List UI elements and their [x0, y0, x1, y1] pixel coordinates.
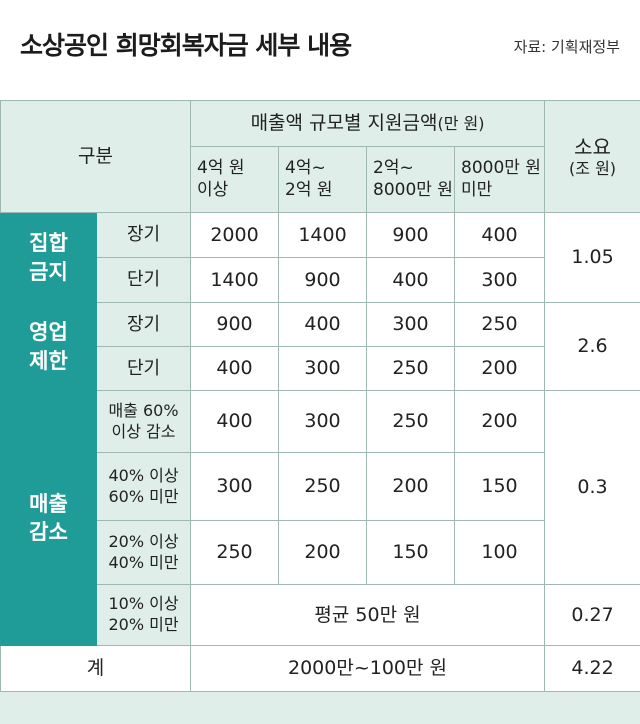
value-cell: 1400	[190, 257, 279, 303]
value-cell: 2000	[190, 212, 279, 258]
requirement-cell: 1.05	[544, 212, 640, 303]
column-header-line1: 4억 원	[197, 158, 245, 179]
value-cell: 1400	[278, 212, 367, 258]
table-container: 구분 매출액 규모별 지원금액(만 원) 소요 (조 원) 4억 원 이상 4억…	[0, 100, 640, 724]
group-header: 매출액 규모별 지원금액(만 원)	[189, 100, 546, 147]
table-row: 매출 감소 매출 60% 이상 감소 400 300 250 200 0.3	[0, 390, 640, 646]
funding-table: 구분 매출액 규모별 지원금액(만 원) 소요 (조 원) 4억 원 이상 4억…	[0, 100, 640, 692]
requirement-header-unit: (조 원)	[569, 158, 617, 178]
value-cell: 300	[453, 257, 546, 303]
total-requirement: 4.22	[544, 645, 640, 692]
subcategory-label: 단기	[96, 257, 191, 303]
subcategory-label: 단기	[96, 346, 191, 391]
category-label-line1: 집합	[29, 231, 68, 256]
requirement-cell: 0.3	[544, 390, 640, 585]
column-header: 4억~ 2억 원	[278, 146, 367, 213]
value-cell: 250	[366, 390, 455, 453]
subcategory-label-line2: 20% 미만	[108, 615, 179, 634]
value-cell: 300	[190, 452, 279, 521]
value-cell: 900	[190, 302, 279, 347]
value-cell: 400	[190, 390, 279, 453]
value-cell: 200	[278, 520, 367, 585]
table-row: 영업 제한 장기 900 400 300 250 2.6	[0, 302, 640, 391]
category-label-line2: 감소	[29, 520, 68, 544]
requirement-cell: 2.6	[544, 302, 640, 391]
value-cell: 150	[453, 452, 546, 521]
value-cell: 400	[366, 257, 455, 303]
column-header-line1: 8000만 원	[461, 158, 541, 179]
value-cell: 900	[366, 212, 455, 258]
subcategory-label: 10% 이상 20% 미만	[96, 584, 191, 646]
subcategory-label-line1: 10% 이상	[108, 594, 179, 614]
column-header-line1: 2억~	[373, 158, 414, 179]
value-cell: 250	[190, 520, 279, 585]
subcategory-label-line2: 40% 미만	[108, 552, 179, 572]
category-label: 영업 제한	[0, 302, 97, 391]
table-row: 집합 금지 장기 2000 1400 900 400 1.05	[0, 212, 640, 303]
average-cell: 평균 50만 원	[189, 584, 546, 646]
value-cell: 250	[278, 452, 367, 521]
header: 소상공인 희망회복자금 세부 내용 자료: 기획재정부	[0, 0, 640, 100]
value-cell: 300	[278, 346, 367, 391]
value-cell: 300	[278, 390, 367, 453]
value-cell: 400	[278, 302, 367, 347]
column-header-line2: 2억 원	[285, 179, 333, 200]
table-row: 단기 1400 900 400 300	[1, 257, 640, 303]
column-header: 4억 원 이상	[190, 146, 279, 213]
subcategory-label-line1: 40% 이상	[108, 465, 179, 485]
value-cell: 300	[366, 302, 455, 347]
source-note: 자료: 기획재정부	[513, 38, 620, 56]
group-header-main: 매출액 규모별 지원금액	[250, 112, 438, 135]
category-label: 매출 감소	[0, 390, 97, 646]
category-label-line2: 제한	[29, 348, 68, 373]
requirement-header: 소요 (조 원)	[544, 100, 640, 213]
value-cell: 250	[453, 302, 546, 347]
value-cell: 200	[453, 346, 546, 391]
page-title: 소상공인 희망회복자금 세부 내용	[20, 31, 352, 60]
value-cell: 900	[278, 257, 367, 303]
subcategory-label: 매출 60% 이상 감소	[96, 390, 191, 453]
subcategory-label: 장기	[96, 212, 191, 258]
column-header-line2: 8000만 원	[373, 179, 453, 200]
table-row: 40% 이상 60% 미만 300 250 200 150	[1, 452, 640, 521]
column-header: 2억~ 8000만 원	[366, 146, 455, 213]
value-cell: 200	[453, 390, 546, 453]
value-cell: 150	[366, 520, 455, 585]
subcategory-label: 40% 이상 60% 미만	[96, 452, 191, 521]
group-header-unit: (만 원)	[437, 114, 485, 134]
value-cell: 250	[366, 346, 455, 391]
column-header-line1: 4억~	[285, 158, 326, 179]
category-label-line1: 영업	[29, 320, 68, 345]
subcategory-label-line2: 이상 감소	[111, 421, 176, 441]
total-row: 계 2000만~100만 원 4.22	[0, 645, 640, 692]
header-row-2: 4억 원 이상 4억~ 2억 원 2억~ 8000만 원 8000만 원 미만	[1, 146, 640, 213]
value-cell: 200	[366, 452, 455, 521]
column-header-line2: 이상	[197, 179, 229, 200]
category-label: 집합 금지	[0, 212, 97, 303]
requirement-cell: 0.27	[544, 584, 640, 646]
subcategory-label: 장기	[96, 302, 191, 347]
category-label-line1: 매출	[29, 491, 68, 516]
table-row: 20% 이상 40% 미만 250 200 150 100	[1, 520, 640, 585]
corner-header: 구분	[0, 100, 191, 213]
subcategory-label: 20% 이상 40% 미만	[96, 520, 191, 585]
value-cell: 400	[190, 346, 279, 391]
subcategory-label-line1: 20% 이상	[108, 531, 179, 551]
table-row: 10% 이상 20% 미만 평균 50만 원 0.27	[1, 584, 640, 646]
total-range: 2000만~100만 원	[189, 645, 546, 692]
column-header-line2: 미만	[461, 179, 493, 200]
subcategory-label-line2: 60% 미만	[108, 486, 179, 506]
table-row: 단기 400 300 250 200	[1, 346, 640, 391]
category-label-line2: 금지	[29, 259, 68, 284]
value-cell: 400	[453, 212, 546, 258]
column-header: 8000만 원 미만	[453, 146, 546, 213]
header-row-1: 구분 매출액 규모별 지원금액(만 원) 소요 (조 원)	[0, 100, 640, 213]
value-cell: 100	[453, 520, 546, 585]
total-label: 계	[0, 645, 191, 692]
requirement-header-main: 소요	[574, 134, 611, 159]
subcategory-label-line1: 매출 60%	[108, 400, 179, 420]
